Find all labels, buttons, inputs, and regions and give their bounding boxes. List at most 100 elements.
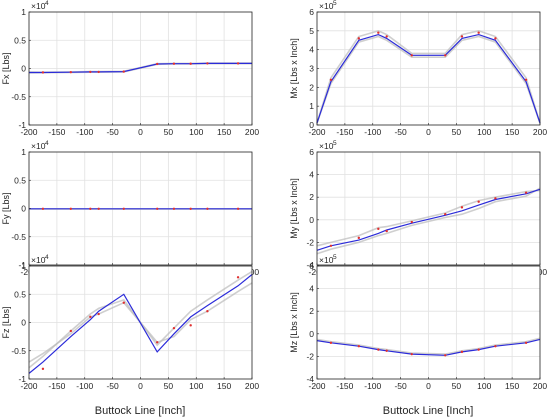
series-line bbox=[316, 187, 541, 255]
data-point bbox=[494, 37, 497, 40]
x-tick-label: 150 bbox=[505, 127, 519, 137]
data-point bbox=[89, 70, 92, 74]
data-point bbox=[122, 301, 125, 304]
data-point bbox=[444, 212, 447, 216]
x-tick-label: 50 bbox=[164, 127, 174, 137]
y-tick-label: -0.5 bbox=[11, 92, 26, 102]
x-tick-label: -50 bbox=[106, 381, 119, 391]
y-tick-label: 1 bbox=[309, 101, 314, 111]
data-point bbox=[189, 207, 192, 210]
axis-exponent: ×10 bbox=[31, 255, 46, 265]
x-tick-label: -150 bbox=[48, 127, 65, 137]
data-point bbox=[444, 354, 447, 357]
x-tick-label: -200 bbox=[20, 381, 37, 391]
data-point bbox=[444, 54, 447, 57]
series-line bbox=[28, 274, 253, 374]
data-point bbox=[69, 70, 73, 74]
axis-exponent-power: 4 bbox=[45, 254, 49, 261]
x-tick-label: 100 bbox=[189, 127, 203, 137]
data-point bbox=[524, 78, 528, 82]
x-tick-label: 200 bbox=[533, 127, 547, 137]
x-tick-label: 0 bbox=[138, 381, 143, 391]
data-point bbox=[524, 191, 528, 194]
y-tick-label: -2 bbox=[306, 237, 314, 247]
y-tick-label: -1 bbox=[18, 374, 26, 384]
x-tick-label: 50 bbox=[452, 127, 462, 137]
data-point bbox=[41, 207, 45, 210]
axis-exponent: ×10 bbox=[319, 1, 334, 11]
data-point bbox=[206, 62, 209, 65]
axis-exponent: ×10 bbox=[31, 1, 46, 11]
subplot-5: -200 -150 -100 -50 0 50 100 150 200 -1 -0.5 0 0.5 1 ×1… bbox=[1, 254, 259, 391]
data-point bbox=[97, 207, 100, 210]
y-tick-label: 2 bbox=[309, 306, 314, 316]
data-point bbox=[189, 62, 192, 65]
data-point bbox=[494, 345, 497, 348]
y-tick-label: 0.5 bbox=[14, 175, 26, 185]
data-point bbox=[89, 207, 92, 210]
x-tick-label: 100 bbox=[477, 127, 491, 137]
data-point bbox=[385, 229, 388, 233]
data-point bbox=[172, 326, 176, 330]
data-point bbox=[385, 349, 388, 352]
data-point bbox=[69, 207, 73, 210]
x-tick-label: -150 bbox=[48, 381, 65, 391]
y-tick-label: 0 bbox=[21, 318, 26, 328]
series-line bbox=[316, 188, 541, 251]
y-tick-label: -0.5 bbox=[11, 346, 26, 356]
y-tick-label: 5 bbox=[309, 26, 314, 36]
y-axis-label: Fz [Lbs] bbox=[1, 306, 11, 338]
x-tick-label: 0 bbox=[138, 127, 143, 137]
x-tick-label: 100 bbox=[189, 381, 203, 391]
y-tick-label: 4 bbox=[309, 284, 314, 294]
x-axis-label-right: Buttock Line [Inch] bbox=[383, 405, 474, 417]
data-point bbox=[410, 352, 413, 356]
x-tick-label: -200 bbox=[20, 127, 37, 137]
x-tick-label: -150 bbox=[336, 381, 353, 391]
y-tick-label: 0.5 bbox=[14, 35, 26, 45]
x-tick-label: 0 bbox=[426, 381, 431, 391]
data-point bbox=[524, 341, 528, 345]
data-point bbox=[477, 348, 480, 351]
y-tick-label: 6 bbox=[309, 261, 314, 271]
x-tick-label: -100 bbox=[364, 127, 381, 137]
axis-exponent: ×10 bbox=[31, 141, 46, 151]
data-point bbox=[329, 244, 333, 247]
x-tick-label: -100 bbox=[364, 381, 381, 391]
data-point bbox=[206, 310, 209, 313]
y-tick-label: 0 bbox=[21, 204, 26, 214]
data-point bbox=[329, 341, 333, 345]
x-tick-label: -100 bbox=[76, 381, 93, 391]
y-tick-label: 1 bbox=[21, 147, 26, 157]
y-axis-label: Fx [Lbs] bbox=[1, 52, 11, 84]
data-point bbox=[236, 276, 240, 279]
data-point bbox=[477, 200, 480, 203]
y-axis-label: Mx [Lbs x Inch] bbox=[289, 38, 299, 99]
axis-exponent-power: 5 bbox=[333, 140, 337, 147]
y-tick-label: -0.5 bbox=[11, 232, 26, 242]
x-tick-label: -50 bbox=[106, 127, 119, 137]
data-point bbox=[122, 207, 125, 210]
data-point bbox=[377, 348, 380, 351]
y-axis-label: Mz [Lbs x Inch] bbox=[289, 292, 299, 353]
x-tick-label: -200 bbox=[308, 381, 325, 391]
y-tick-label: 0 bbox=[21, 64, 26, 74]
data-point bbox=[89, 315, 92, 319]
axis-exponent-power: 4 bbox=[45, 140, 49, 147]
y-tick-label: 0 bbox=[309, 120, 314, 130]
y-tick-label: 3 bbox=[309, 64, 314, 74]
data-point bbox=[41, 71, 45, 74]
y-tick-label: 4 bbox=[309, 170, 314, 180]
series-line bbox=[316, 35, 541, 124]
y-tick-label: 0.5 bbox=[14, 289, 26, 299]
data-point bbox=[97, 70, 100, 74]
data-point bbox=[385, 35, 388, 38]
y-tick-label: -4 bbox=[306, 374, 314, 384]
y-tick-label: 0 bbox=[309, 329, 314, 339]
y-tick-label: -1 bbox=[18, 120, 26, 130]
data-point bbox=[172, 207, 176, 210]
x-axis-label-left: Buttock Line [Inch] bbox=[95, 405, 186, 417]
axis-exponent: ×10 bbox=[319, 141, 334, 151]
